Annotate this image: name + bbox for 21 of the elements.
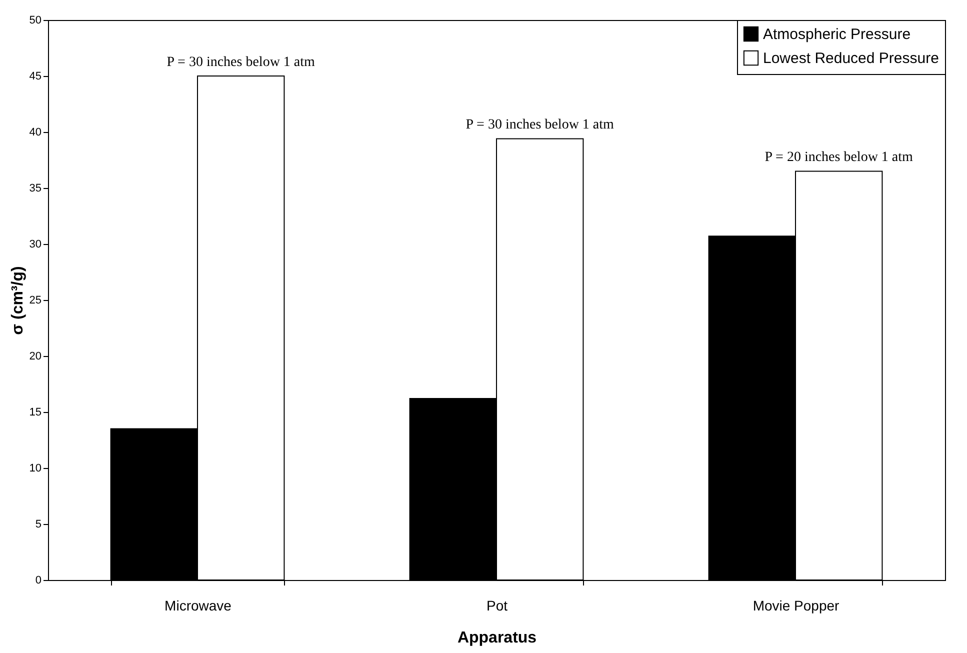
- legend-label: Lowest Reduced Pressure: [763, 50, 939, 67]
- y-tick-label: 50: [29, 14, 42, 26]
- x-tick-label: Microwave: [164, 598, 232, 614]
- y-tick-label: 45: [29, 70, 42, 82]
- y-tick-label: 40: [29, 126, 42, 138]
- y-tick-label: 0: [35, 574, 42, 586]
- annotation: P = 30 inches below 1 atm: [166, 55, 316, 70]
- y-tick-label: 15: [29, 406, 42, 418]
- y-tick-label: 20: [29, 350, 42, 362]
- legend-label: Atmospheric Pressure: [763, 26, 911, 43]
- y-tick-label: 5: [35, 518, 42, 530]
- y-tick-label: 30: [29, 238, 42, 250]
- annotation: P = 20 inches below 1 atm: [764, 150, 914, 166]
- y-tick-label: 35: [29, 182, 42, 194]
- x-tick-label: Movie Popper: [752, 598, 840, 614]
- x-tick-label: Pot: [486, 598, 508, 614]
- y-tick-label: 25: [29, 294, 42, 306]
- x-axis-title: Apparatus: [457, 630, 537, 646]
- annotation: P = 30 inches below 1 atm: [466, 118, 614, 133]
- y-axis-title: σ (cm³/g): [9, 266, 26, 335]
- y-tick-label: 10: [29, 462, 42, 474]
